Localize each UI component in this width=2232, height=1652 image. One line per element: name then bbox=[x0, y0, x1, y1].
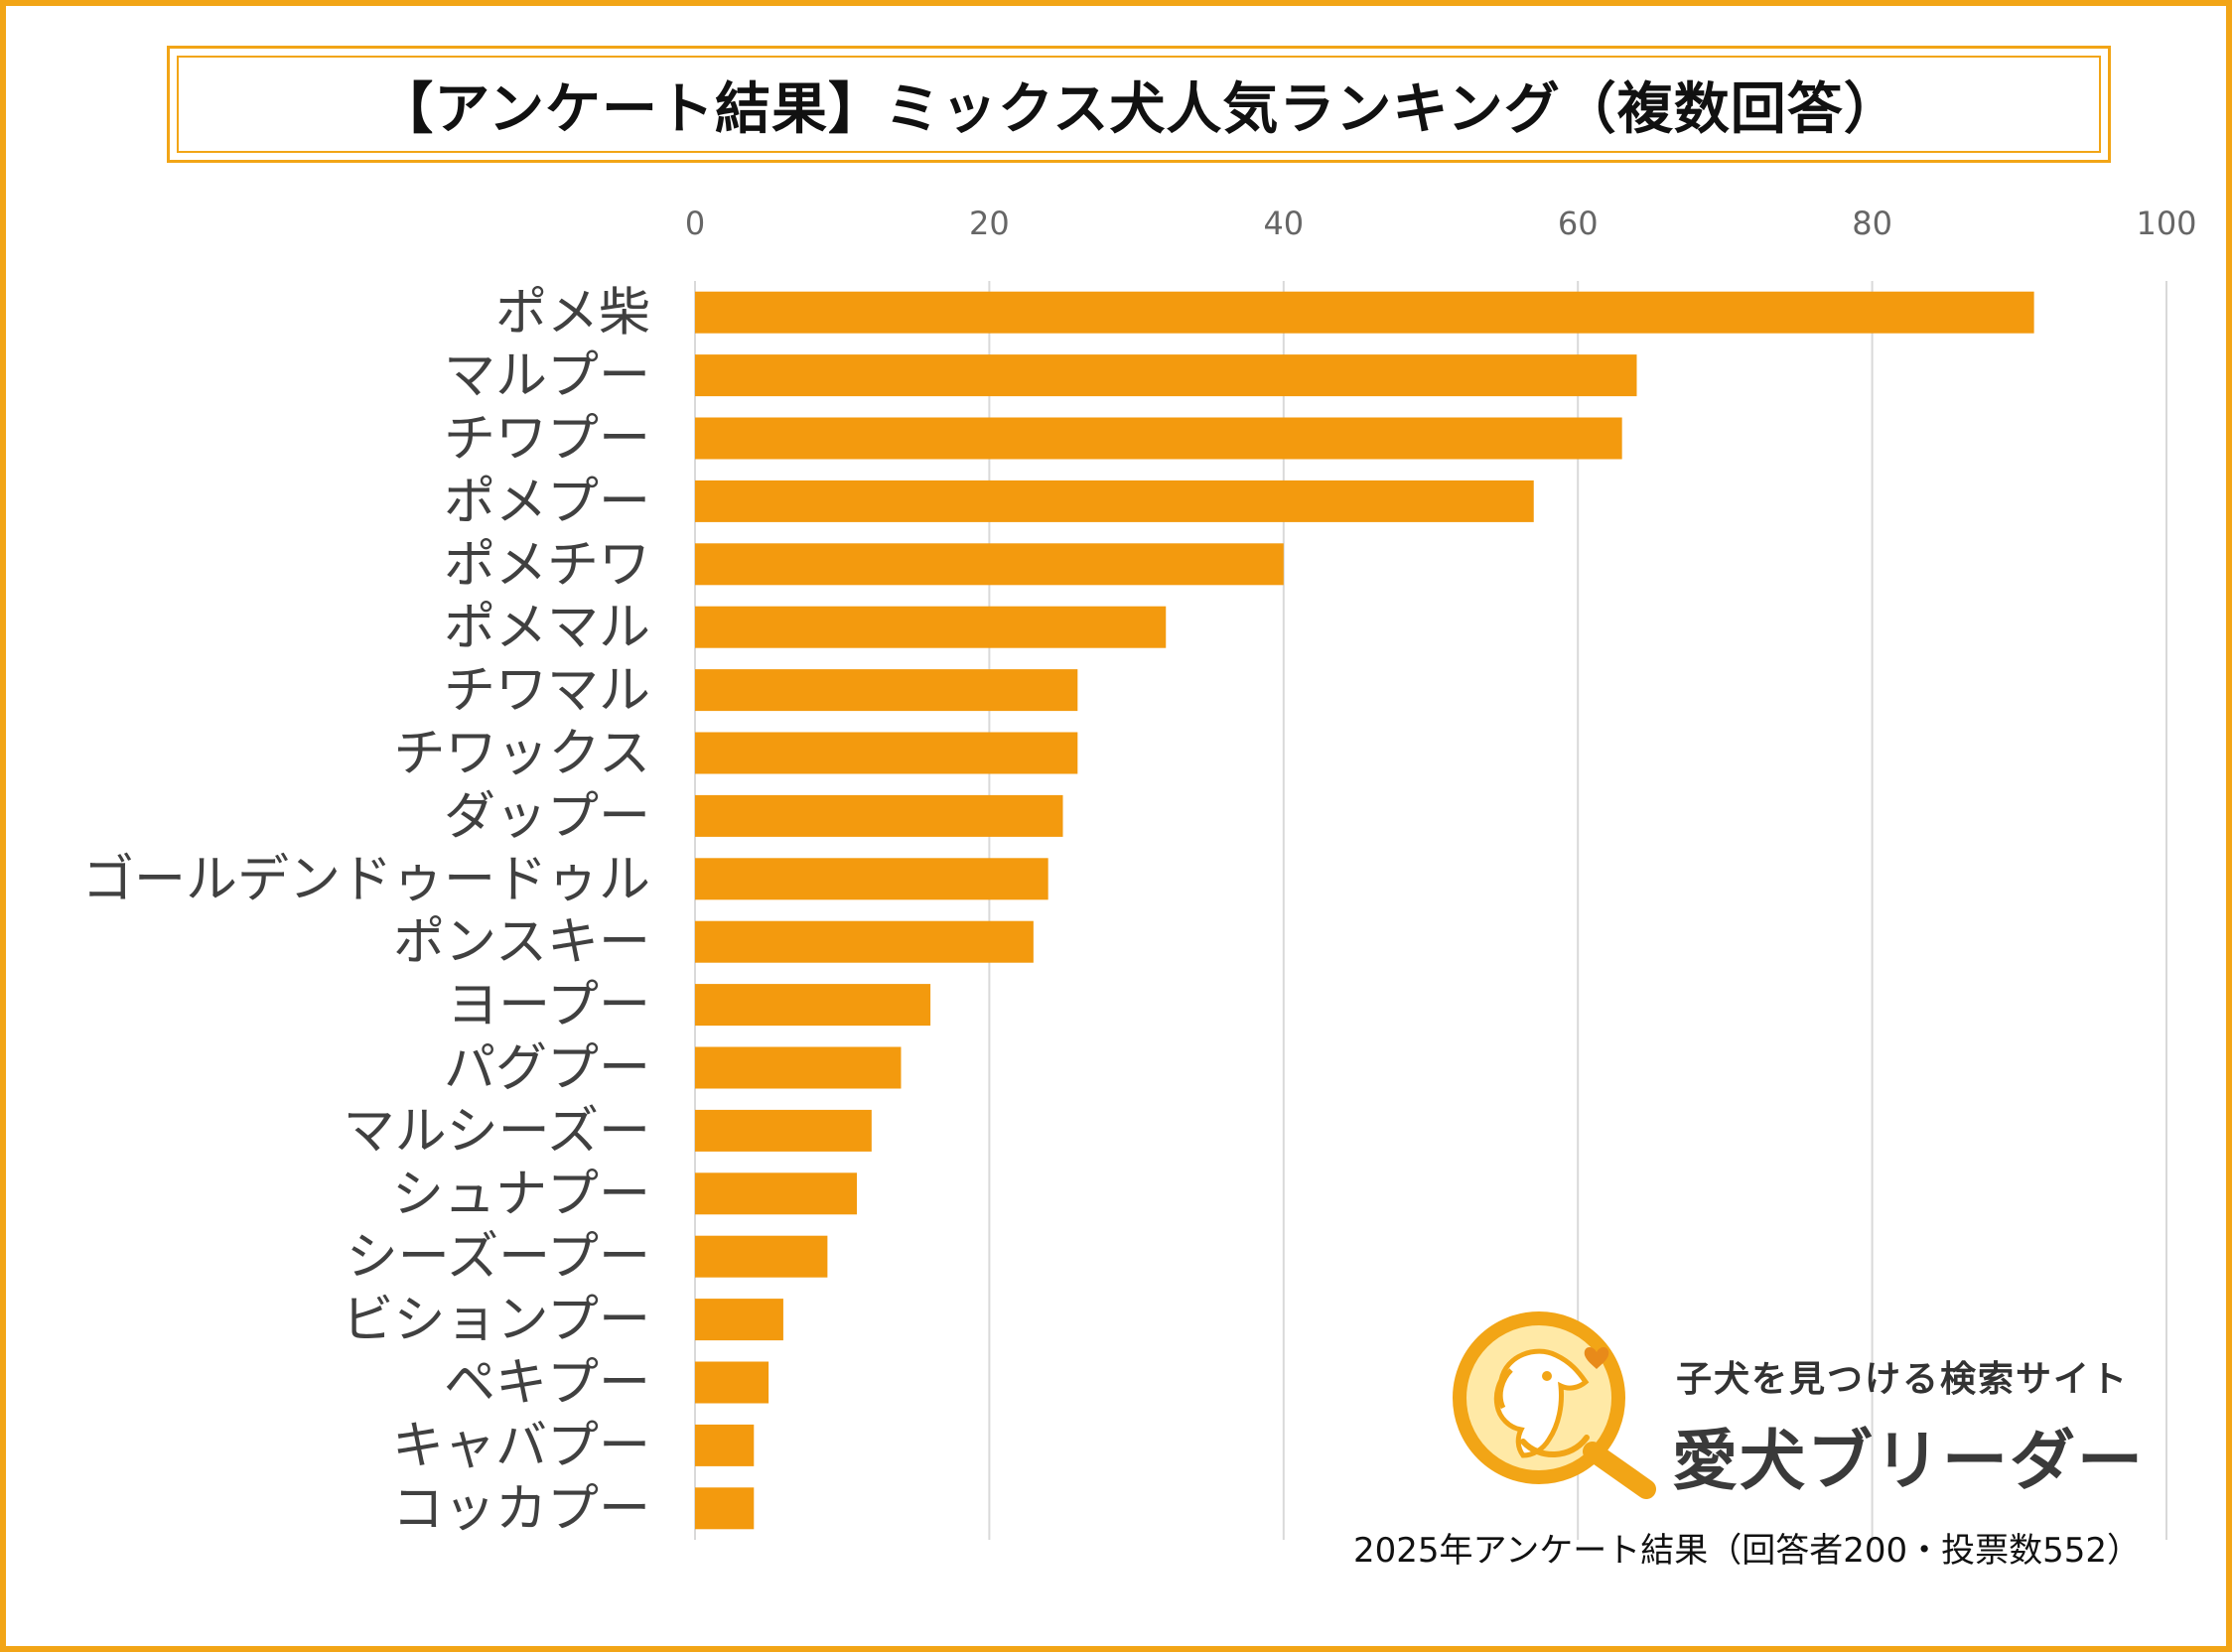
category-label: ポメ柴 bbox=[495, 284, 650, 344]
category-label: ダップー bbox=[444, 787, 650, 847]
category-label: ヨープー bbox=[447, 976, 650, 1035]
x-tick-label: 40 bbox=[1263, 205, 1304, 242]
x-axis-ticks: 0 20 40 60 80 100 bbox=[685, 205, 2197, 242]
title-box-inner: 【アンケート結果】ミックス犬人気ランキング（複数回答） bbox=[177, 56, 2101, 153]
category-label: ポメマル bbox=[444, 599, 650, 658]
dog-magnifier-icon bbox=[1453, 1311, 1656, 1499]
bar bbox=[695, 543, 1284, 586]
bar bbox=[695, 1424, 755, 1466]
category-label: ゴールデンドゥードゥル bbox=[82, 850, 650, 909]
category-label: ペキプー bbox=[444, 1354, 650, 1414]
bar bbox=[695, 1235, 828, 1278]
bar bbox=[695, 354, 1637, 397]
x-tick-label: 60 bbox=[1558, 205, 1599, 242]
category-label: パグプー bbox=[444, 1039, 650, 1099]
bar bbox=[695, 291, 2034, 334]
bar bbox=[695, 1046, 902, 1089]
title-box: 【アンケート結果】ミックス犬人気ランキング（複数回答） bbox=[167, 46, 2111, 163]
category-label: チワックス bbox=[394, 725, 650, 784]
category-labels: ポメ柴マルプーチワプーポメプーポメチワポメマルチワマルチワックスダップーゴールデ… bbox=[82, 284, 650, 1540]
bar bbox=[695, 858, 1048, 900]
category-label: チワマル bbox=[444, 661, 650, 721]
logo-tagline: 子犬を見つける検索サイト bbox=[1676, 1359, 2130, 1400]
x-tick-label: 100 bbox=[2136, 205, 2196, 242]
site-logo: 子犬を見つける検索サイト 愛犬ブリーダー bbox=[1452, 1310, 2166, 1499]
logo-name: 愛犬ブリーダー bbox=[1672, 1423, 2145, 1499]
bar bbox=[695, 417, 1622, 460]
category-label: コッカプー bbox=[392, 1479, 650, 1539]
bar bbox=[695, 984, 931, 1027]
category-label: シュナプー bbox=[392, 1165, 650, 1224]
bar bbox=[695, 1299, 783, 1341]
bars bbox=[695, 291, 2034, 1530]
footnote: 2025年アンケート結果（回答者200・投票数552） bbox=[1353, 1531, 2141, 1571]
bar bbox=[695, 1109, 872, 1152]
category-label: キャバプー bbox=[392, 1417, 650, 1476]
category-label: マルプー bbox=[444, 346, 650, 406]
bar bbox=[695, 606, 1167, 648]
category-label: マルシーズー bbox=[344, 1102, 650, 1162]
x-tick-label: 80 bbox=[1852, 205, 1892, 242]
x-tick-label: 20 bbox=[969, 205, 1010, 242]
bar bbox=[695, 1361, 769, 1404]
bar bbox=[695, 1172, 858, 1215]
bar bbox=[695, 669, 1078, 712]
bar bbox=[695, 480, 1534, 522]
category-label: チワプー bbox=[444, 410, 650, 470]
chart-title: 【アンケート結果】ミックス犬人気ランキング（複数回答） bbox=[377, 76, 1900, 142]
category-label: ポメプー bbox=[444, 473, 650, 532]
bar bbox=[695, 1487, 755, 1530]
bar bbox=[695, 920, 1034, 963]
x-tick-label: 0 bbox=[685, 205, 705, 242]
category-label: シーズープー bbox=[347, 1228, 650, 1288]
bar bbox=[695, 794, 1063, 837]
bar bbox=[695, 732, 1078, 774]
category-label: ポメチワ bbox=[444, 535, 650, 595]
category-label: ビションプー bbox=[343, 1291, 650, 1350]
category-label: ポンスキー bbox=[393, 913, 650, 973]
